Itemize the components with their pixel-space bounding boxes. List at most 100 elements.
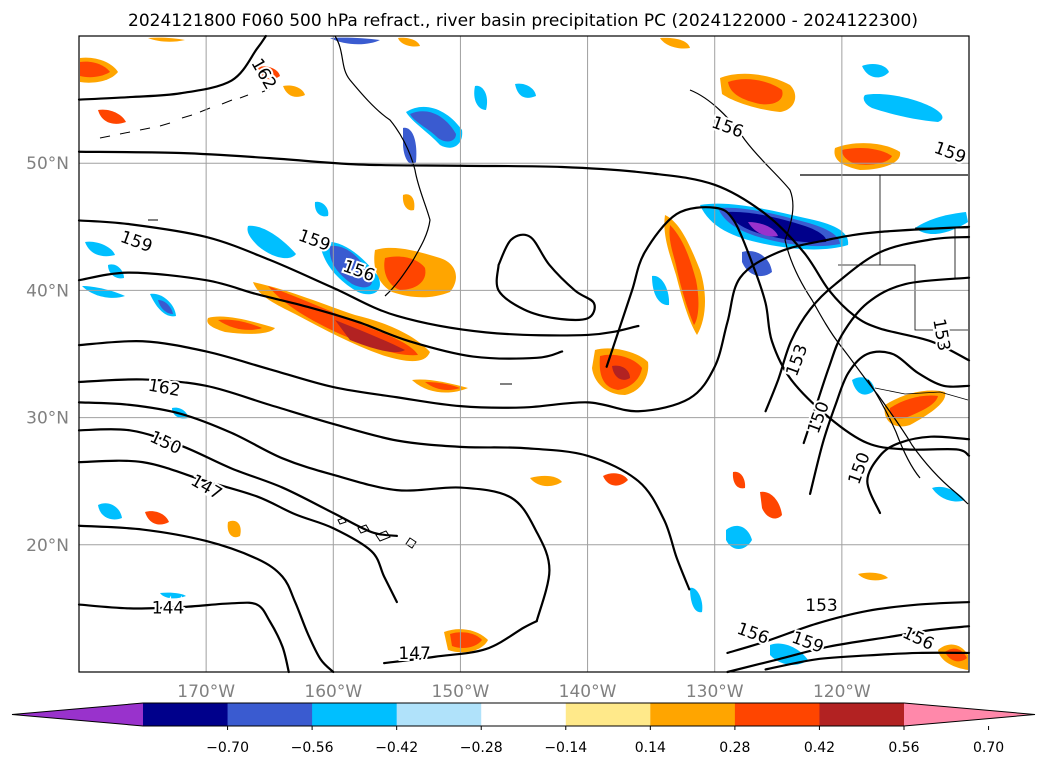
contour-line <box>802 276 971 445</box>
contour-line <box>77 459 398 604</box>
latitude-tick-labels: 20°N 30°N 40°N 50°N <box>26 154 69 556</box>
lat-tick-label: 50°N <box>26 154 69 174</box>
pc-patch-pos <box>255 66 280 80</box>
contour-line <box>77 601 290 674</box>
colorbar-tick-label: −0.14 <box>544 740 587 756</box>
pc-patch-pos <box>728 79 783 105</box>
pc-patch-neg <box>474 85 488 110</box>
colorbar-extend-high <box>904 703 1035 726</box>
lon-tick-label: 160°W <box>304 682 362 702</box>
geography-lines <box>99 35 969 549</box>
pc-patch-pos <box>402 194 415 211</box>
pc-patch-pos <box>760 491 782 519</box>
colorbar-tick-label: 0.28 <box>719 740 750 756</box>
coastline-us-west <box>784 239 969 505</box>
colorbar-swatch <box>143 703 229 726</box>
contour-line <box>77 219 640 337</box>
colorbar-tick-labels: −0.70 −0.56 −0.42 −0.28 −0.14 0.14 0.28 0.42 0.5… <box>206 726 1004 756</box>
contour-line <box>77 401 551 623</box>
500hPa-contours <box>77 34 971 674</box>
chart-title: 2024121800 F060 500 hPa refract., river … <box>128 11 918 31</box>
pc-patch-neg <box>862 64 889 78</box>
pc-patch-neg <box>160 592 186 599</box>
pc-patch-neg <box>108 264 124 279</box>
contour-label: 153 <box>805 596 837 616</box>
pc-patch-neg <box>403 127 417 165</box>
pc-patch-neg <box>690 587 703 613</box>
pc-patch-neg <box>329 245 373 288</box>
colorbar-tick-label: −0.56 <box>291 740 334 756</box>
colorbar-swatch <box>734 703 821 726</box>
contour-line <box>77 271 564 360</box>
contour-label: 147 <box>398 644 430 664</box>
colorbar-outline <box>11 702 1036 727</box>
pc-patch-pos <box>612 365 630 380</box>
pc-patch-neg <box>932 486 965 502</box>
lon-tick-label: 140°W <box>559 682 617 702</box>
coast-island <box>148 219 512 385</box>
pc-patch-pos <box>398 37 420 47</box>
pc-patch-neg <box>515 83 536 98</box>
pc-patch-neg <box>98 503 122 520</box>
pc-patch-pos <box>98 109 126 124</box>
contour-line <box>77 150 971 362</box>
contour-line <box>605 206 971 457</box>
pc-patch-pos <box>889 395 938 419</box>
map-frame <box>78 35 970 673</box>
lat-tick-label: 40°N <box>26 281 69 301</box>
colorbar-swatch <box>565 703 651 726</box>
pc-patch-neg <box>314 201 329 217</box>
pc-patch-neg <box>728 211 827 243</box>
contour-label: 144 <box>152 598 184 618</box>
pc-patch-pos <box>227 520 241 538</box>
pc-patch-pos <box>842 148 892 165</box>
colorbar-tick-label: −0.28 <box>460 740 503 756</box>
colorbar-tick-label: 0.42 <box>804 740 835 756</box>
pc-patch-pos <box>145 511 169 525</box>
contour-line <box>77 34 267 101</box>
contour-line <box>77 225 971 413</box>
precipitation-pc-shading <box>80 37 968 670</box>
contour-line <box>808 350 971 496</box>
contour-line <box>764 235 971 413</box>
longitude-tick-labels: 170°W 160°W 150°W 140°W 130°W 120°W <box>177 682 871 702</box>
contour-line <box>495 233 596 321</box>
contour-line <box>726 625 971 674</box>
lat-tick-label: 20°N <box>26 536 69 556</box>
pc-patch-pos <box>732 471 746 489</box>
contour-line <box>383 620 538 665</box>
contour-line <box>77 524 335 674</box>
pc-patch-pos <box>268 286 418 356</box>
colorbar-tick-label: 0.70 <box>973 740 1004 756</box>
pc-patch-pos <box>148 37 185 42</box>
pc-patch-pos <box>283 85 305 97</box>
pc-patch-neg <box>82 286 125 298</box>
colorbar-swatch <box>819 703 905 726</box>
colorbar-tick-label: 0.56 <box>888 740 919 756</box>
pc-patch-neg <box>410 111 456 142</box>
colorbar-swatch <box>312 703 398 726</box>
coastline-alaska <box>334 35 431 297</box>
contour-line <box>77 378 691 591</box>
lon-tick-label: 120°W <box>813 682 871 702</box>
colorbar-swatch <box>481 703 567 726</box>
aleutian-islands <box>99 88 271 139</box>
colorbar-swatch <box>227 703 313 726</box>
pc-patch-neg <box>726 525 752 549</box>
contour-line <box>77 428 398 537</box>
pc-patch-pos <box>335 320 405 353</box>
contour-line <box>726 600 971 655</box>
pc-patch-pos <box>669 225 699 325</box>
coastline-baja <box>867 379 921 479</box>
map-background <box>79 36 969 672</box>
pc-patch-neg <box>247 225 296 259</box>
pc-patch-pos <box>858 572 888 581</box>
pc-patch-pos <box>425 382 460 390</box>
pc-patch-neg <box>85 241 115 257</box>
colorbar-swatch <box>650 703 736 726</box>
pc-patch-pos <box>80 61 110 78</box>
colorbar <box>11 702 1036 727</box>
pc-patch-neg <box>158 300 173 314</box>
